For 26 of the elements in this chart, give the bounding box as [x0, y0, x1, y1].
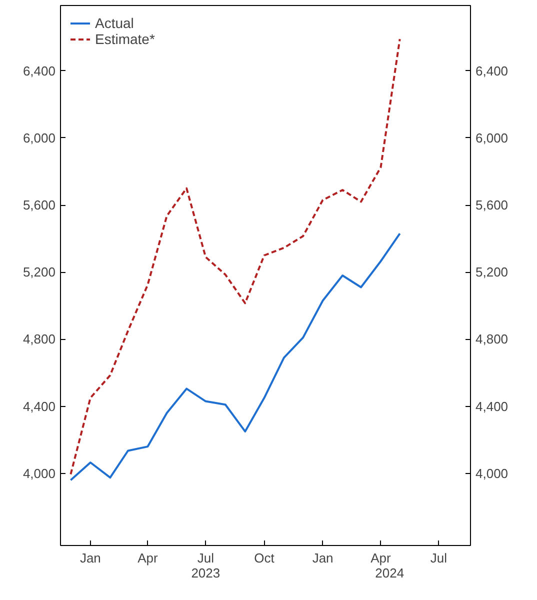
x-tick-label: Apr [138, 550, 159, 566]
y-tick-label: 5,200 [22, 264, 56, 280]
x-tick-label: Jul [430, 550, 448, 566]
y2-tick-label: 4,800 [476, 332, 508, 347]
x-tick-label: Jan [312, 550, 334, 566]
line-series [70, 232, 401, 482]
y2-tick-label: 4,400 [476, 398, 508, 414]
x-tick-label: Jul [197, 550, 214, 566]
y2-tick-label: 5,200 [476, 264, 508, 280]
y-tick-label: 6,400 [22, 63, 56, 78]
x-tick-label: Oct [254, 550, 275, 566]
y-tick-label: 5,600 [22, 198, 56, 213]
y-tick-label: 4,000 [22, 466, 56, 481]
y-tick-label: 4,400 [22, 398, 56, 414]
y2-tick-label: 5,600 [476, 198, 508, 213]
y2-tick-label: 6,000 [476, 130, 508, 146]
y2-tick-label: 4,000 [476, 466, 508, 481]
y2-tick-label: 6,400 [476, 63, 508, 78]
x-tick-label: Jan [80, 550, 101, 566]
legend-label: Actual [95, 15, 134, 31]
x2-tick-label: 2023 [191, 566, 220, 580]
y-tick-label: 4,800 [22, 332, 56, 347]
legend-label: Estimate* [95, 31, 155, 47]
x-tick-label: Apr [370, 550, 392, 566]
x2-tick-label: 2024 [375, 566, 404, 580]
y-tick-label: 6,000 [22, 130, 56, 146]
